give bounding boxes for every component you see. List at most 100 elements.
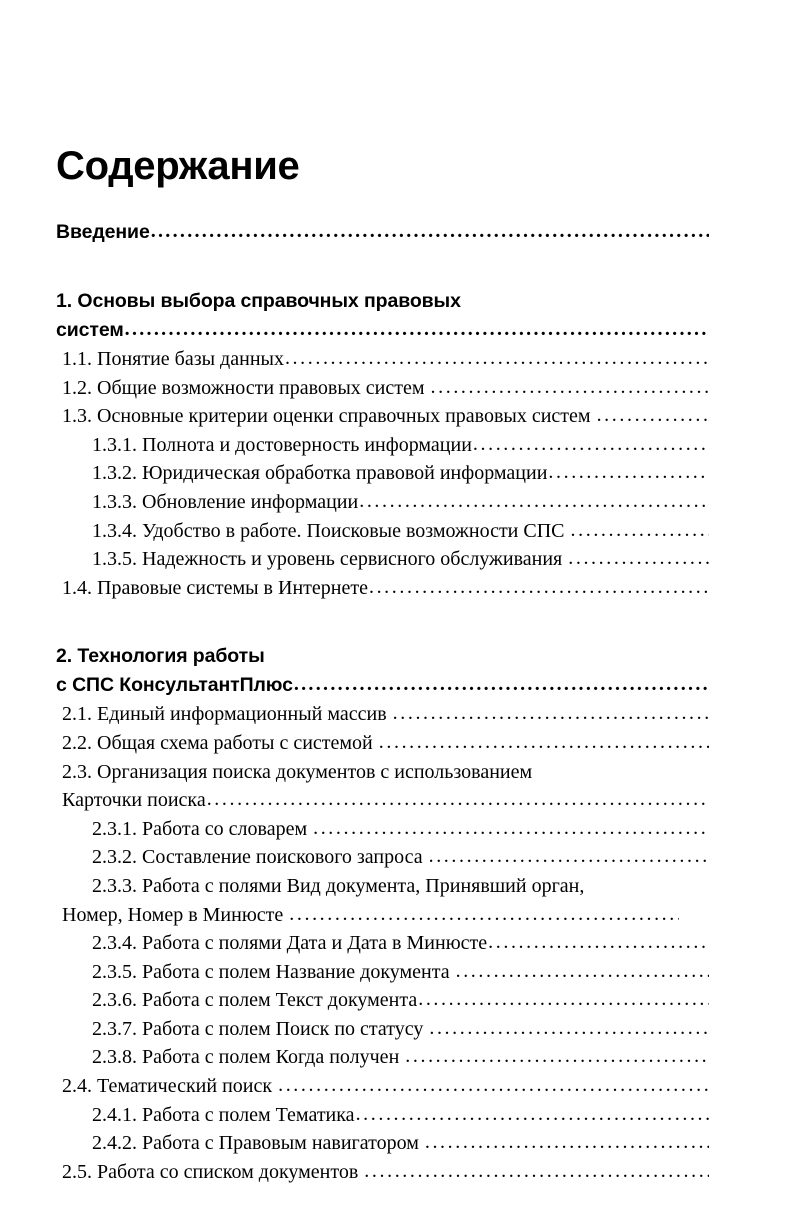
page-title: Содержание	[56, 143, 300, 188]
toc-entry-ch1[interactable]: 1. Основы выбора справочных правовых сист…	[0, 287, 798, 345]
toc-entry-label: 2.3.5. Работа с полем Название документа	[92, 960, 455, 983]
dot-leader	[356, 1100, 709, 1129]
toc-entry-label: 1.3.1. Полнота и достоверность информаци…	[92, 433, 472, 456]
toc-entry-s2-4-2[interactable]: 2.4.2. Работа с Правовым навигатором 35	[0, 1129, 798, 1158]
toc-entry-label: 1.4. Правовые системы в Интернете	[62, 576, 368, 599]
toc-entry-line: 1.3.2. Юридическая обработка правовой ин…	[92, 459, 710, 488]
toc-entry-s1-4[interactable]: 1.4. Правовые системы в Интернете17	[0, 574, 798, 603]
toc-entry-line: 2.1. Единый информационный массив 19	[62, 700, 710, 729]
toc-entry-line: 1.3.5. Надежность и уровень сервисного о…	[92, 545, 710, 574]
dot-leader	[418, 985, 709, 1014]
toc-entry-label: 1.2. Общие возможности правовых систем	[62, 376, 430, 399]
toc-entry-label: 2.3.2. Составление поискового запроса	[92, 846, 428, 869]
toc-entry-line: 1.2. Общие возможности правовых систем 1…	[62, 374, 710, 403]
toc-entry-label: 1.1. Понятие базы данных	[62, 348, 284, 370]
dot-leader	[473, 430, 709, 459]
dot-leader	[278, 1071, 709, 1100]
dot-leader	[429, 1014, 709, 1043]
toc-entry-line: 2.3.2. Составление поискового запроса 28	[92, 843, 710, 872]
toc-entry-line: Номер, Номер в Минюсте 30	[62, 901, 680, 930]
toc-entry-s1-1[interactable]: 1.1. Понятие базы данных9	[0, 345, 798, 374]
toc-entry-s2-3-7[interactable]: 2.3.7. Работа с полем Поиск по статусу 3…	[0, 1015, 798, 1044]
toc-entry-label: 2.4. Тематический поиск	[62, 1075, 278, 1098]
toc-entry-line: 2.4.1. Работа с полем Тематика34	[92, 1101, 710, 1130]
dot-leader	[425, 1128, 709, 1157]
toc-entry-s2-3-8[interactable]: 2.3.8. Работа с полем Когда получен 33	[0, 1043, 798, 1072]
toc-entry-line: 1.3.3. Обновление информации14	[92, 488, 710, 517]
section-spacer	[0, 247, 798, 287]
dot-leader	[364, 1157, 709, 1186]
toc-entry-line: 2.3.6. Работа с полем Текст документа32	[92, 986, 710, 1015]
dot-leader	[125, 315, 709, 344]
toc-entry-vvedenie[interactable]: Введение7	[0, 218, 798, 247]
toc-entry-line: 2.3.5. Работа с полем Название документа…	[92, 958, 710, 987]
toc-entry-s1-3-3[interactable]: 1.3.3. Обновление информации14	[0, 488, 798, 517]
toc-entry-label: систем	[56, 319, 124, 341]
dot-leader	[207, 785, 709, 814]
toc-entry-line: 1.3.4. Удобство в работе. Поисковые возм…	[92, 517, 710, 546]
dot-leader	[571, 516, 709, 545]
toc-entry-s1-3-2[interactable]: 1.3.2. Юридическая обработка правовой ин…	[0, 459, 798, 488]
toc-entry-label: 1.3. Основные критерии оценки справочных…	[62, 405, 596, 428]
dot-leader	[393, 699, 709, 728]
toc-entry-label: Номер, Номер в Минюсте	[62, 903, 289, 926]
toc-entry-s2-3-1[interactable]: 2.3.1. Работа со словарем 24	[0, 815, 798, 844]
toc-entry-s1-3-5[interactable]: 1.3.5. Надежность и уровень сервисного о…	[0, 545, 798, 574]
toc-entry-ch2[interactable]: 2. Технология работы с СПС КонсультантПлю…	[0, 642, 798, 700]
toc-entry-line: Карточки поиска24	[62, 786, 710, 815]
dot-leader	[285, 344, 709, 373]
toc-entry-s2-5[interactable]: 2.5. Работа со списком документов 38	[0, 1158, 798, 1187]
toc-entry-label: 2.2. Общая схема работы с системой	[62, 731, 378, 754]
toc-entry-line: 2.3.1. Работа со словарем 24	[92, 815, 710, 844]
toc-entry-line: 1.3. Основные критерии оценки справочных…	[62, 402, 710, 431]
toc-entry-line: 2.3. Организация поиска документов с исп…	[62, 758, 710, 787]
toc-entry-s2-3-6[interactable]: 2.3.6. Работа с полем Текст документа32	[0, 986, 798, 1015]
toc-entry-line: 2.3.3. Работа с полями Вид документа, Пр…	[92, 872, 710, 901]
toc-entry-label: 1. Основы выбора справочных правовых	[56, 290, 461, 312]
toc-entry-line: 2.2. Общая схема работы с системой 22	[62, 729, 710, 758]
toc-entry-s2-4[interactable]: 2.4. Тематический поиск 34	[0, 1072, 798, 1101]
toc-entry-label: 2.4.1. Работа с полем Тематика	[92, 1103, 355, 1126]
toc-entry-s1-3-4[interactable]: 1.3.4. Удобство в работе. Поисковые возм…	[0, 517, 798, 546]
toc-entry-label: 1.3.5. Надежность и уровень сервисного о…	[92, 548, 568, 571]
dot-leader	[568, 544, 709, 573]
toc-entry-line: 1.1. Понятие базы данных9	[62, 345, 710, 374]
toc-entry-line: с СПС КонсультантПлюс19	[56, 671, 710, 700]
toc-entry-line: 2.5. Работа со списком документов 38	[62, 1158, 710, 1187]
toc-entry-line: 1. Основы выбора справочных правовых	[56, 287, 710, 316]
dot-leader	[597, 401, 709, 430]
toc-entry-s1-3-1[interactable]: 1.3.1. Полнота и достоверность информаци…	[0, 431, 798, 460]
toc-entry-s2-2[interactable]: 2.2. Общая схема работы с системой 22	[0, 729, 798, 758]
section-spacer	[0, 602, 798, 642]
toc-entry-label: 2.3.4. Работа с полями Дата и Дата в Мин…	[92, 932, 488, 955]
toc-entry-label: 2.3. Организация поиска документов с исп…	[62, 760, 533, 783]
dot-leader	[359, 487, 709, 516]
toc-entry-label: 2.3.7. Работа с полем Поиск по статусу	[92, 1017, 429, 1040]
toc-entry-s1-3[interactable]: 1.3. Основные критерии оценки справочных…	[0, 402, 798, 431]
toc-entry-line: 2.3.7. Работа с полем Поиск по статусу 3…	[92, 1015, 710, 1044]
toc-entry-s2-3-4[interactable]: 2.3.4. Работа с полями Дата и Дата в Мин…	[0, 929, 798, 958]
toc-entry-label: 2.3.6. Работа с полем Текст документа	[92, 989, 418, 1012]
toc-entry-line: Введение7	[56, 218, 710, 247]
toc-entry-s1-2[interactable]: 1.2. Общие возможности правовых систем 1…	[0, 374, 798, 403]
toc-entry-line: 2.3.8. Работа с полем Когда получен 33	[92, 1043, 710, 1072]
toc-entry-label: Карточки поиска	[62, 789, 206, 812]
toc-entry-s2-3[interactable]: 2.3. Организация поиска документов с исп…	[0, 758, 798, 815]
toc-entry-label: 1.3.3. Обновление информации	[92, 490, 359, 513]
toc-entry-label: 2.4.2. Работа с Правовым навигатором	[92, 1132, 424, 1155]
toc-entry-label: 2.3.3. Работа с полями Вид документа, Пр…	[92, 874, 585, 897]
toc-entry-label: 1.3.2. Юридическая обработка правовой ин…	[92, 462, 548, 485]
toc-entry-line: систем9	[56, 316, 710, 345]
toc-entry-s2-3-5[interactable]: 2.3.5. Работа с полем Название документа…	[0, 958, 798, 987]
toc-entry-s2-3-2[interactable]: 2.3.2. Составление поискового запроса 28	[0, 843, 798, 872]
toc-entry-s2-4-1[interactable]: 2.4.1. Работа с полем Тематика34	[0, 1101, 798, 1130]
toc-entry-line: 2.4. Тематический поиск 34	[62, 1072, 710, 1101]
dot-leader	[405, 1042, 709, 1071]
dot-leader	[488, 928, 709, 957]
toc-entry-s2-3-3[interactable]: 2.3.3. Работа с полями Вид документа, Пр…	[0, 872, 798, 929]
dot-leader	[289, 900, 679, 929]
toc-entry-s2-1[interactable]: 2.1. Единый информационный массив 19	[0, 700, 798, 729]
toc-entry-label: 2.3.8. Работа с полем Когда получен	[92, 1046, 405, 1069]
toc-entry-label: 2.3.1. Работа со словарем	[92, 817, 313, 840]
